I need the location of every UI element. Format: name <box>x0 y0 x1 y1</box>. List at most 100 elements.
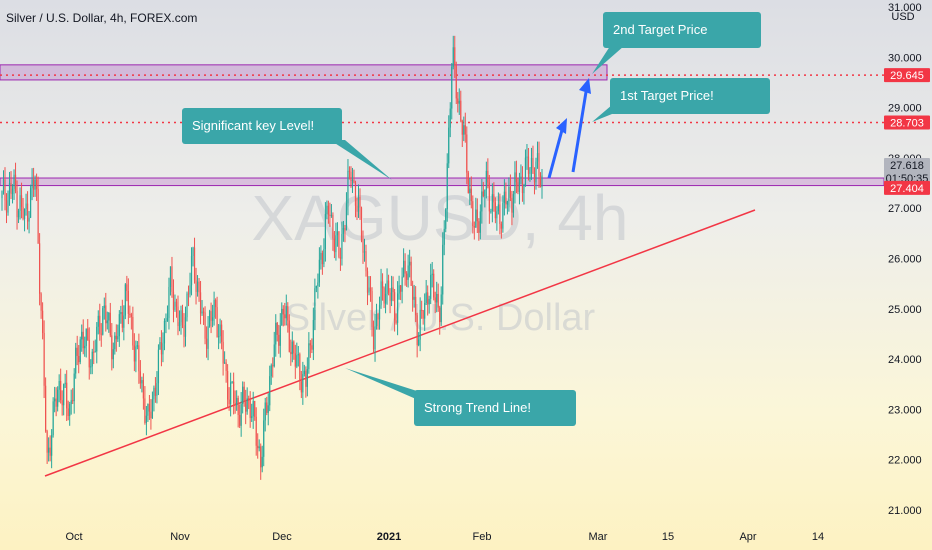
candle-body <box>341 234 343 259</box>
candle-body <box>99 315 101 334</box>
candle-body <box>100 333 102 335</box>
candle-body <box>418 339 420 346</box>
candle-body <box>484 189 486 197</box>
candle-body <box>351 180 354 182</box>
candle-body <box>201 311 203 314</box>
candle-body <box>290 351 292 355</box>
candle-body <box>117 336 119 340</box>
candle-body <box>124 284 126 316</box>
candle-body <box>431 273 433 275</box>
candle-body <box>14 174 17 192</box>
trend-line-callout[interactable]: Strong Trend Line! <box>414 390 576 426</box>
candle-body <box>288 320 290 352</box>
candle-body <box>5 200 8 213</box>
candle-body <box>192 247 194 257</box>
candle-body <box>233 381 235 403</box>
candle-body <box>258 446 260 449</box>
candle-body <box>239 415 241 426</box>
candle-body <box>430 274 432 299</box>
candle-body <box>243 386 245 402</box>
candle-body <box>386 280 388 294</box>
trend-line-text: Strong Trend Line! <box>424 400 531 415</box>
candle-body <box>270 365 272 377</box>
candle-body <box>202 311 205 313</box>
candle-body <box>181 310 184 326</box>
candle-body <box>40 293 42 311</box>
candle-body <box>371 291 373 327</box>
candle-body <box>324 214 326 250</box>
candle-body <box>452 47 454 67</box>
candle-body <box>264 402 266 421</box>
candle-body <box>154 387 157 396</box>
arrow-head-2 <box>579 78 591 94</box>
candle-body <box>407 265 409 280</box>
candle-body <box>231 381 233 383</box>
candle-body <box>75 347 77 374</box>
candle-body <box>445 209 447 229</box>
candle-body <box>150 411 152 419</box>
candle-body <box>48 447 50 453</box>
candle-body <box>527 156 530 174</box>
candle-body <box>401 276 403 292</box>
candle-body <box>236 397 238 406</box>
candle-body <box>436 293 438 303</box>
candle-body <box>266 402 268 413</box>
time-axis[interactable]: Oct Nov Dec 2021 Feb Mar 15 Apr 14 <box>65 531 824 543</box>
zone-0[interactable] <box>0 64 608 81</box>
candle-body <box>339 257 342 259</box>
candle-body <box>251 416 253 418</box>
candle-body <box>529 168 531 174</box>
candle-body <box>133 345 135 362</box>
candle-body <box>309 343 311 346</box>
candle-body <box>424 303 426 319</box>
zone-1[interactable] <box>0 177 885 187</box>
candle-body <box>269 376 271 406</box>
candle-body <box>54 398 56 402</box>
currency-label: USD <box>891 11 914 23</box>
candle-body <box>279 325 281 346</box>
candle-body <box>272 365 274 367</box>
second-target-callout[interactable]: 2nd Target Price <box>603 12 761 48</box>
candle-body <box>308 343 310 370</box>
candle-body <box>130 314 132 317</box>
candle-body <box>458 100 460 104</box>
candle-body <box>85 328 87 346</box>
candle-body <box>390 287 393 301</box>
candle-body <box>395 320 397 323</box>
candle-body <box>49 447 51 456</box>
candle-body <box>267 405 269 413</box>
candle-body <box>297 354 299 356</box>
candle-body <box>20 195 23 207</box>
candle-body <box>132 316 134 346</box>
candle-body <box>389 292 391 301</box>
candle-body <box>248 398 250 400</box>
candle-body <box>455 65 457 99</box>
y-tick-label: 22.000 <box>888 455 922 467</box>
candle-body <box>406 273 408 280</box>
candle-body <box>136 345 138 347</box>
candle-body <box>538 153 540 176</box>
first-target-callout[interactable]: 1st Target Price! <box>610 78 770 114</box>
candle-body <box>413 296 415 300</box>
candle-body <box>377 313 379 320</box>
y-tick-label: 24.000 <box>888 354 922 366</box>
candle-body <box>216 307 218 338</box>
candle-body <box>17 210 20 218</box>
candle-body <box>190 256 193 286</box>
candle-body <box>261 456 263 468</box>
candle-body <box>517 182 519 192</box>
candle-body <box>439 307 441 323</box>
candle-body <box>26 203 29 222</box>
candle-body <box>520 176 522 179</box>
candle-body <box>344 228 346 231</box>
candle-body <box>473 226 475 228</box>
candle-body <box>375 313 378 327</box>
price-axis[interactable]: USD 21.000 22.000 23.000 24.000 25.000 26.000… <box>884 2 930 517</box>
candle-body <box>31 179 33 189</box>
key-level-callout[interactable]: Significant key Level! <box>182 108 342 144</box>
candle-body <box>503 191 505 203</box>
trend-line[interactable] <box>44 209 756 477</box>
candle-body <box>285 306 287 319</box>
